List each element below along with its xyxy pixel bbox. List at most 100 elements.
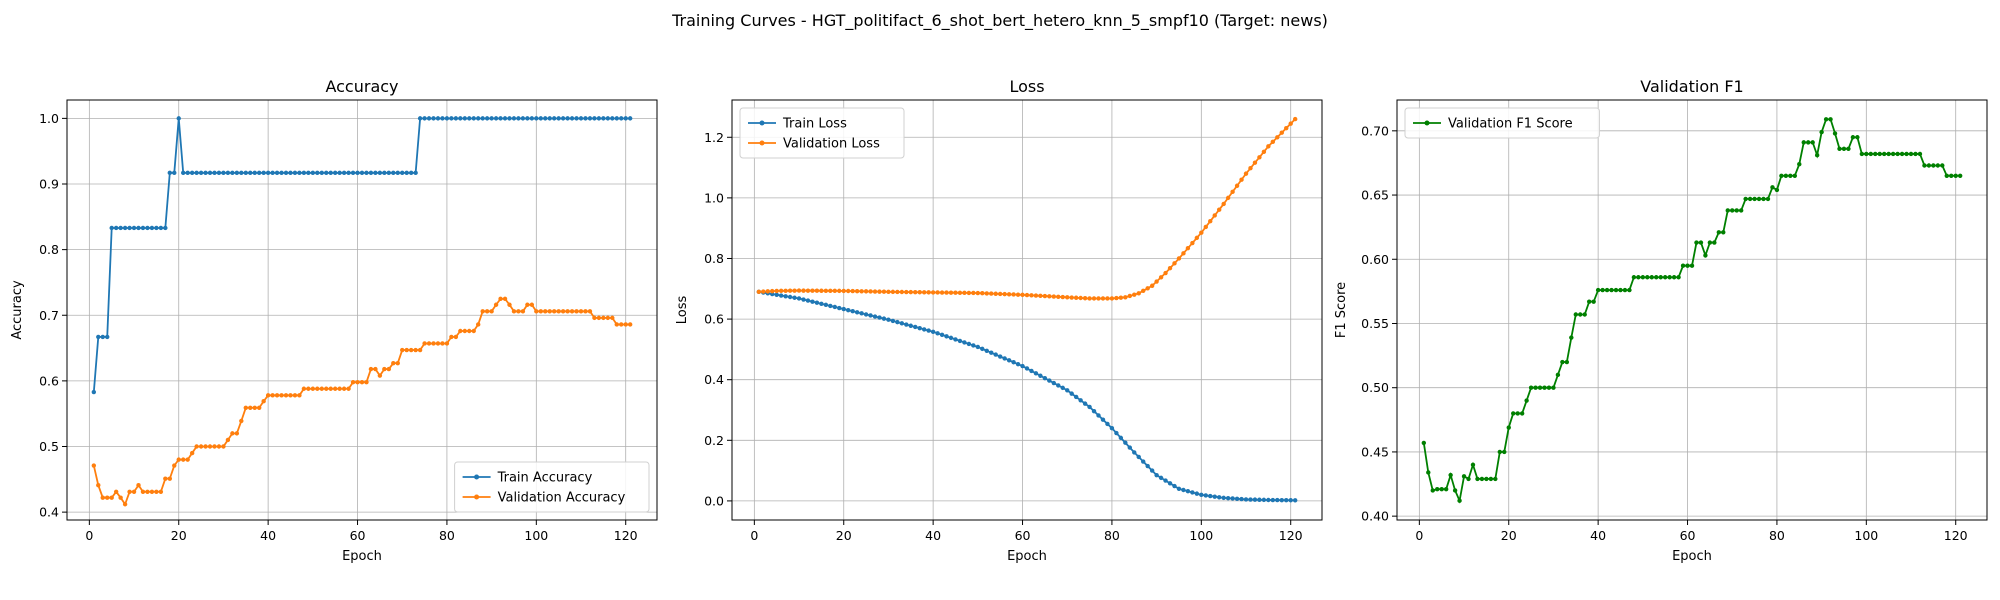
data-point xyxy=(194,170,199,176)
data-point xyxy=(944,290,949,295)
data-point xyxy=(1105,421,1110,427)
data-point xyxy=(778,288,784,294)
data-point xyxy=(301,170,307,176)
data-point xyxy=(814,288,820,293)
data-point xyxy=(1734,208,1739,213)
data-point xyxy=(792,288,797,293)
data-point xyxy=(939,290,945,295)
data-point xyxy=(854,310,860,315)
data-point xyxy=(538,309,543,314)
data-point xyxy=(1234,183,1240,188)
data-point xyxy=(449,116,454,121)
data-point xyxy=(569,309,575,314)
data-point xyxy=(1841,146,1847,152)
data-point xyxy=(359,170,365,176)
data-point xyxy=(382,170,387,176)
data-point xyxy=(756,289,762,295)
data-point xyxy=(185,170,190,176)
data-point xyxy=(832,304,838,310)
data-point xyxy=(163,225,168,231)
data-point xyxy=(417,347,423,353)
data-point xyxy=(1132,450,1137,455)
data-point xyxy=(930,329,936,335)
data-point xyxy=(96,334,101,340)
data-point xyxy=(476,116,481,121)
data-point xyxy=(810,288,815,293)
legend-marker xyxy=(474,474,480,480)
data-point xyxy=(1154,472,1159,478)
y-tick-label: 0.50 xyxy=(1361,380,1389,395)
data-point xyxy=(957,338,963,344)
data-point xyxy=(292,393,298,398)
data-point xyxy=(980,346,985,352)
data-point xyxy=(783,294,788,299)
data-point xyxy=(953,290,958,295)
data-point xyxy=(1819,129,1824,135)
data-point xyxy=(346,170,351,176)
series-line xyxy=(758,290,1296,502)
data-point xyxy=(989,291,994,296)
y-tick-label: 0.45 xyxy=(1361,444,1389,459)
data-point xyxy=(198,170,204,176)
data-point xyxy=(850,309,855,314)
legend-label: Validation Loss xyxy=(783,137,880,152)
data-point xyxy=(1949,173,1954,178)
data-point xyxy=(619,116,624,121)
y-axis-label: Loss xyxy=(675,296,690,325)
data-point xyxy=(1194,491,1200,496)
data-point xyxy=(601,116,606,121)
data-point xyxy=(1185,245,1191,251)
y-tick-label: 0.0 xyxy=(704,493,724,508)
x-tick-label: 100 xyxy=(1854,528,1878,543)
data-point xyxy=(315,386,320,391)
data-point xyxy=(113,225,119,231)
data-point xyxy=(221,170,226,176)
data-point xyxy=(1497,449,1503,455)
data-point xyxy=(1488,476,1494,482)
legend-marker xyxy=(759,120,765,126)
x-tick-label: 80 xyxy=(439,528,455,543)
data-point xyxy=(997,354,1003,359)
data-point xyxy=(306,386,311,391)
data-point xyxy=(574,116,579,121)
data-point xyxy=(1546,385,1552,390)
data-point xyxy=(350,379,356,385)
data-point xyxy=(1029,293,1034,298)
y-tick-label: 0.65 xyxy=(1361,188,1389,203)
data-point xyxy=(149,225,155,231)
data-point xyxy=(265,170,271,176)
data-point xyxy=(1881,151,1887,157)
data-point xyxy=(627,322,633,327)
data-point xyxy=(1096,413,1101,418)
data-point xyxy=(881,316,887,321)
data-point xyxy=(587,116,593,121)
data-point xyxy=(136,225,141,231)
data-point xyxy=(1461,474,1467,479)
data-point xyxy=(1618,287,1623,293)
panel-title: Loss xyxy=(1009,77,1044,96)
data-point xyxy=(1931,163,1936,168)
y-tick-label: 1.0 xyxy=(704,190,724,205)
data-point xyxy=(136,483,141,488)
data-point xyxy=(1578,312,1583,317)
data-point xyxy=(601,315,606,321)
data-point xyxy=(997,291,1003,297)
legend-label: Train Loss xyxy=(782,117,847,132)
data-point xyxy=(1118,295,1124,300)
data-point xyxy=(1248,165,1253,171)
series-validation-f1-score xyxy=(1421,117,1963,504)
data-point xyxy=(105,334,110,340)
y-tick-label: 0.55 xyxy=(1361,316,1389,331)
data-point xyxy=(400,170,405,176)
data-point xyxy=(1604,287,1610,293)
data-point xyxy=(239,418,244,424)
data-point xyxy=(230,170,235,176)
data-point xyxy=(935,290,940,295)
data-point xyxy=(248,405,253,410)
y-tick-label: 1.2 xyxy=(704,130,724,145)
data-point xyxy=(1225,195,1231,201)
data-point xyxy=(467,116,472,121)
data-point xyxy=(1279,130,1284,135)
data-point xyxy=(1515,411,1520,416)
data-point xyxy=(265,393,271,398)
